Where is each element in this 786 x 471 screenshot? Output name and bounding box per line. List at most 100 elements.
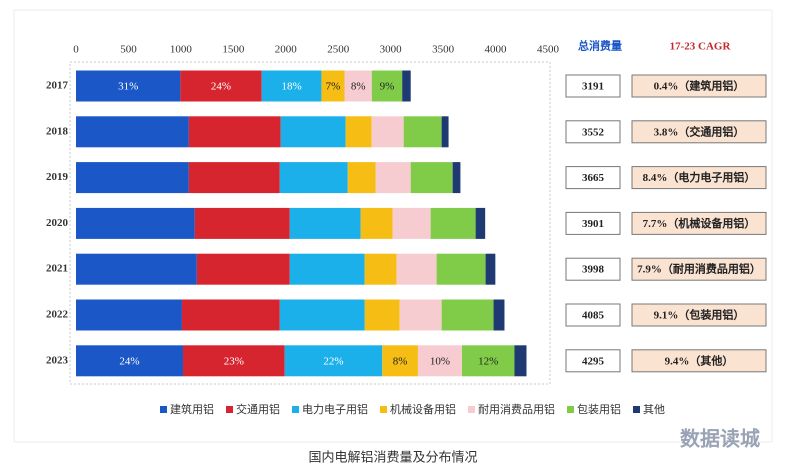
legend-label: 耐用消费品用铝	[478, 402, 555, 416]
cagr-header: 17-23 CAGR	[670, 41, 732, 53]
x-tick-label: 500	[120, 44, 137, 56]
totals-header: 总消费量	[578, 39, 622, 53]
bar-segment	[430, 207, 476, 239]
bar-segment	[364, 299, 400, 331]
bar-segment	[261, 70, 322, 102]
bar-segment	[188, 116, 281, 148]
bar-segment	[76, 207, 195, 239]
bar-segment	[284, 345, 383, 377]
cagr-box	[631, 74, 767, 98]
total-value: 3998	[582, 264, 605, 276]
bar-segment	[180, 70, 262, 102]
bar-segment	[321, 70, 345, 102]
x-tick-label: 3500	[432, 44, 455, 56]
bar-segment	[382, 345, 418, 377]
bar-segment	[417, 345, 462, 377]
data-label: 8%	[351, 81, 366, 93]
cagr-box	[631, 211, 767, 235]
y-tick-label: 2017	[46, 80, 69, 92]
total-value: 4085	[582, 310, 605, 322]
bar-segment	[399, 299, 442, 331]
legend-label: 包装用铝	[577, 402, 621, 416]
bar-segment	[493, 299, 505, 331]
bar-segment	[345, 116, 372, 148]
x-tick-label: 3000	[380, 44, 403, 56]
total-box	[565, 257, 621, 281]
cagr-box	[631, 257, 767, 281]
bar-segment	[441, 116, 449, 148]
legend-swatch	[226, 406, 233, 413]
data-label: 8%	[393, 355, 408, 367]
plot-border	[69, 61, 551, 385]
total-box	[565, 303, 621, 327]
total-box	[565, 120, 621, 144]
legend-swatch	[633, 406, 640, 413]
data-label: 31%	[118, 81, 138, 93]
bar-segment	[76, 345, 183, 377]
bar-segment	[196, 253, 290, 285]
data-label: 22%	[323, 355, 343, 367]
y-tick-label: 2018	[46, 125, 69, 137]
bar-segment	[181, 299, 280, 331]
bar-segment	[452, 162, 461, 194]
total-box	[565, 211, 621, 235]
bar-segment	[371, 116, 404, 148]
total-value: 3901	[582, 218, 604, 230]
x-tick-label: 2500	[327, 44, 350, 56]
total-box	[565, 74, 621, 98]
x-tick-label: 2000	[275, 44, 298, 56]
cagr-box	[631, 303, 767, 327]
cagr-value: 9.1%（包装用铝）	[654, 308, 745, 322]
bar-segment	[289, 207, 361, 239]
bar-segment	[76, 116, 189, 148]
y-tick-label: 2022	[46, 309, 69, 321]
bar-segment	[392, 207, 431, 239]
x-tick-label: 1000	[170, 44, 193, 56]
cagr-value: 7.7%（机械设备用铝）	[643, 216, 756, 230]
bar-segment	[364, 253, 397, 285]
cagr-value: 7.9%（耐用消费品用铝）	[637, 262, 761, 276]
bar-segment	[76, 299, 182, 331]
bar-segment	[461, 345, 515, 377]
legend-label: 电力电子用铝	[302, 402, 368, 416]
x-tick-label: 4000	[485, 44, 508, 56]
y-tick-label: 2020	[46, 217, 69, 229]
x-tick-label: 0	[73, 44, 79, 56]
legend-swatch	[160, 406, 167, 413]
cagr-value: 3.8%（交通用铝）	[654, 124, 745, 138]
data-label: 12%	[478, 355, 498, 367]
bar-segment	[402, 70, 411, 102]
bar-segment	[403, 116, 442, 148]
bar-segment	[436, 253, 486, 285]
data-label: 7%	[326, 81, 341, 93]
caption: 国内电解铝消费量及分布情况	[308, 450, 477, 466]
cagr-box	[631, 349, 767, 373]
data-label: 18%	[281, 81, 301, 93]
cagr-box	[631, 166, 767, 190]
y-tick-label: 2023	[46, 354, 69, 366]
bar-segment	[396, 253, 437, 285]
bar-segment	[194, 207, 290, 239]
bar-segment	[279, 299, 365, 331]
legend-swatch	[468, 406, 475, 413]
bar-segment	[76, 253, 197, 285]
legend-swatch	[380, 406, 387, 413]
data-label: 9%	[380, 81, 395, 93]
total-box	[565, 166, 621, 190]
y-tick-label: 2021	[46, 263, 68, 275]
data-label: 24%	[119, 355, 139, 367]
data-label: 10%	[430, 355, 450, 367]
legend-label: 建筑用铝	[170, 402, 214, 416]
total-value: 3552	[582, 126, 605, 138]
bar-segment	[475, 207, 486, 239]
bar-segment	[441, 299, 494, 331]
cagr-value: 9.4%（其他）	[665, 353, 734, 367]
bar-segment	[182, 345, 285, 377]
legend-swatch	[567, 406, 574, 413]
bar-segment	[410, 162, 453, 194]
legend-label: 其他	[643, 403, 665, 416]
bar-segment	[485, 253, 496, 285]
data-label: 24%	[211, 81, 231, 93]
